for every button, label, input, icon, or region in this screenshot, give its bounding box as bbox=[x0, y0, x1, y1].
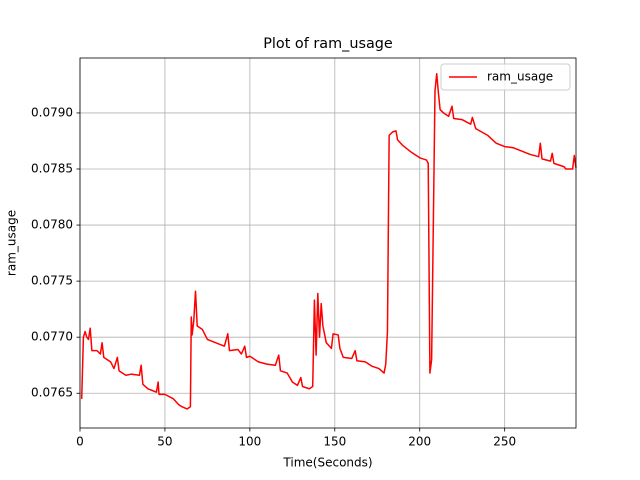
y-tick-label: 0.0765 bbox=[31, 386, 73, 400]
x-tick-label: 0 bbox=[76, 435, 84, 449]
x-tick-label: 200 bbox=[408, 435, 431, 449]
y-tick-label: 0.0775 bbox=[31, 274, 73, 288]
data-line bbox=[80, 72, 577, 410]
x-tick-label: 50 bbox=[157, 435, 172, 449]
y-tick-label: 0.0785 bbox=[31, 162, 73, 176]
y-tick-label: 0.0790 bbox=[31, 105, 73, 119]
legend-box bbox=[440, 63, 571, 91]
plot-frame bbox=[79, 57, 577, 429]
y-tick-label: 0.0780 bbox=[31, 218, 73, 232]
chart-title: Plot of ram_usage bbox=[263, 36, 393, 52]
x-tick-label: 250 bbox=[493, 435, 516, 449]
y-axis-label: ram_usage bbox=[5, 210, 19, 276]
legend-label: ram_usage bbox=[487, 70, 553, 84]
x-tick-label: 100 bbox=[238, 435, 261, 449]
x-axis-label: Time(Seconds) bbox=[282, 456, 372, 470]
y-tick-label: 0.0770 bbox=[31, 330, 73, 344]
x-tick-label: 150 bbox=[323, 435, 346, 449]
